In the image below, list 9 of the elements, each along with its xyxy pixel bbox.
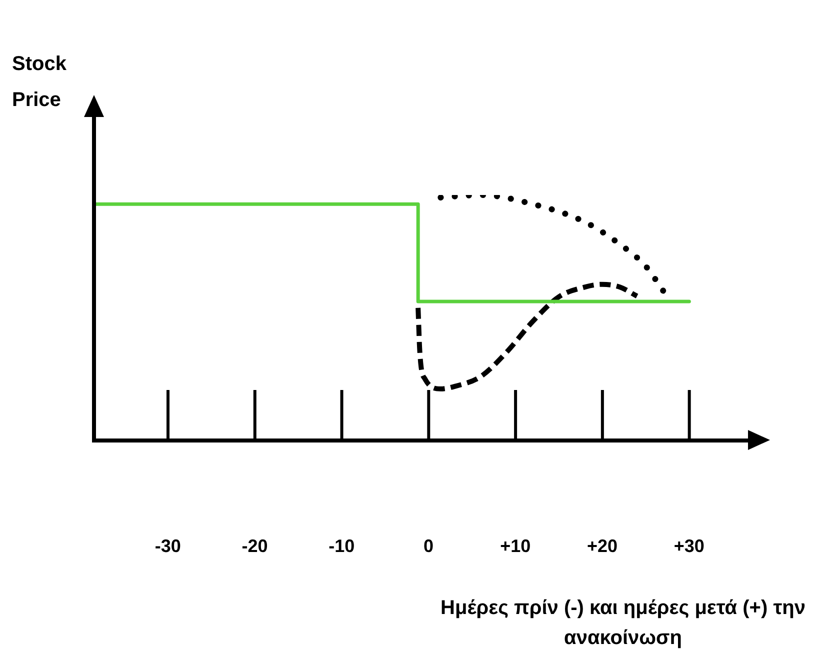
x-tick-label: +20: [587, 536, 618, 556]
x-tick-label: -20: [242, 536, 268, 556]
x-axis-title: Ημέρες πρίν (-) και ημέρες μετά (+) την ανακοίνωση: [440, 596, 806, 651]
y-axis-title: Stock Price: [12, 52, 68, 113]
x-tick-label: -10: [328, 536, 355, 556]
x-tick-label: +10: [500, 536, 531, 556]
x-tick-label: -30: [154, 536, 181, 556]
x-tick-label: 0: [424, 536, 434, 556]
x-tick-label: +30: [674, 536, 704, 556]
